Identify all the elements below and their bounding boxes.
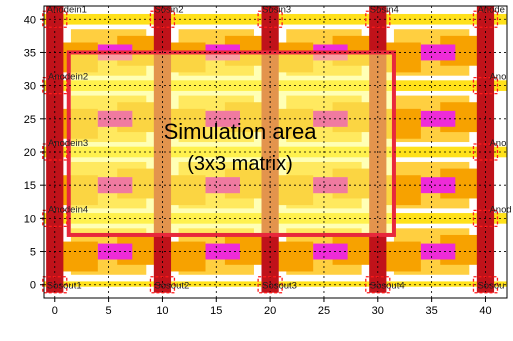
- terminal-marker: [472, 143, 499, 161]
- simulation-area-title: Simulation area: [164, 119, 318, 144]
- simulation-area-layer: [66, 50, 396, 237]
- bottom-terminal-label: Sosout3: [262, 281, 297, 292]
- terminal-marker: [472, 76, 499, 95]
- row-terminal-label: Ano: [489, 72, 506, 83]
- row-terminal-label: Anodein2: [48, 72, 88, 83]
- y-tick-label: 40: [24, 14, 36, 26]
- cell-diffusion: [272, 241, 314, 272]
- top-terminal-label: Sosin2: [154, 4, 183, 15]
- x-tick-label: 25: [318, 305, 330, 317]
- x-tick-label: 35: [426, 305, 438, 317]
- x-tick-label: 15: [210, 305, 222, 317]
- y-tick-label: 20: [24, 147, 36, 159]
- terminal-marker: [257, 276, 283, 294]
- simulation-pad: [205, 110, 240, 127]
- top-terminal-label: Anode: [477, 4, 504, 15]
- simulation-area: [66, 50, 396, 237]
- x-tick-label: 40: [479, 305, 491, 317]
- x-tick-label: 10: [156, 305, 168, 317]
- bottom-terminal-label: Sosou: [477, 281, 504, 292]
- bottom-terminal-label: Sosout1: [47, 281, 82, 292]
- grid-layer: [44, 6, 507, 298]
- y-tick-label: 35: [24, 47, 36, 59]
- row-terminal-label: Ano: [489, 138, 506, 149]
- x-tick-label: 30: [372, 305, 384, 317]
- y-tick-label: 15: [24, 180, 36, 192]
- axes: 0 5 10 15 20 25 30 35 40 0 5 10 15 20 25 30 35 40: [24, 5, 508, 317]
- terminal-marker: [365, 10, 391, 28]
- terminal-labels: Anodein1 Sosin2 Sosin3 Sosin4 Anode Anodein2 A…: [42, 4, 512, 294]
- top-terminal-label: Anodein1: [47, 4, 87, 15]
- top-terminal-label: Sosin3: [262, 4, 291, 15]
- bottom-terminal-label: Sosout4: [370, 281, 405, 292]
- terminal-marker: [472, 209, 499, 228]
- top-terminal-label: Sosin4: [370, 4, 399, 15]
- rail-vertical: [46, 6, 64, 293]
- cell-diffusion: [379, 241, 421, 272]
- terminal-marker: [149, 10, 176, 28]
- terminal-marker: [149, 276, 176, 294]
- terminal-marker: [365, 276, 391, 294]
- row-terminal-label: Anodein3: [48, 138, 88, 149]
- cell-diffusion: [164, 241, 206, 272]
- row-terminal-label: Anod: [489, 204, 511, 215]
- y-tick-label: 10: [24, 213, 36, 225]
- x-tick-label: 20: [264, 305, 276, 317]
- y-tick-label: 5: [30, 247, 36, 259]
- x-tick-label: 0: [52, 305, 58, 317]
- y-tick-label: 0: [30, 280, 36, 292]
- terminal-marker: [257, 10, 283, 28]
- contact-pad: [420, 110, 456, 127]
- simulation-area-subtitle: (3x3 matrix): [187, 153, 293, 175]
- y-tick-label: 25: [24, 114, 36, 126]
- contact-pad: [420, 177, 456, 194]
- simulation-pad: [205, 177, 240, 194]
- row-terminal-label: Anodein4: [48, 204, 88, 215]
- contact-pad: [420, 44, 456, 61]
- y-tick-label: 30: [24, 81, 36, 93]
- cell-diffusion: [56, 241, 98, 272]
- rail-vertical: [476, 6, 495, 293]
- terminal-marker: [472, 276, 499, 294]
- contact-pad: [205, 243, 240, 260]
- bottom-terminal-label: Sosout2: [154, 281, 189, 292]
- contact-pad: [420, 243, 456, 260]
- terminal-marker: [472, 10, 499, 28]
- x-tick-label: 5: [106, 305, 112, 317]
